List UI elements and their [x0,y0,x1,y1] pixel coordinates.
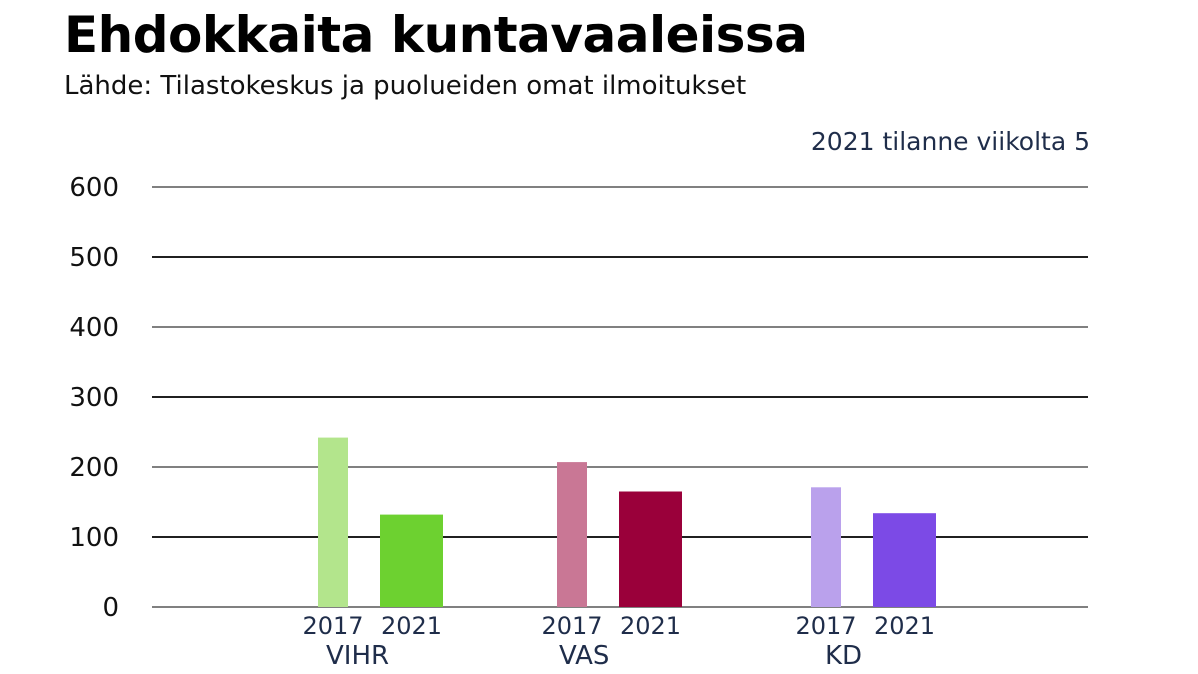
chart-source: Lähde: Tilastokeskus ja puolueiden omat … [64,71,747,101]
y-tick-label: 500 [69,243,119,273]
y-tick-label: 600 [69,173,119,203]
group-label-kd: KD [825,641,862,671]
bar-vas-2021 [619,491,682,607]
x-tick-label: 2021 [381,612,442,640]
y-tick-label: 100 [69,523,119,553]
gridlines [152,186,1088,608]
bar-vihr-2021 [380,514,443,607]
y-tick-label: 0 [102,593,119,623]
bar-vas-2017 [557,462,587,607]
x-tick-label: 2017 [541,612,602,640]
group-label-vas: VAS [559,641,609,671]
x-tick-label: 2021 [874,612,935,640]
bar-vihr-2017 [318,437,348,607]
y-tick-label: 200 [69,453,119,483]
bar-kd-2017 [811,487,841,607]
group-label-vihr: VIHR [326,641,389,671]
y-tick-label: 400 [69,313,119,343]
y-tick-label: 300 [69,383,119,413]
x-tick-label: 2021 [620,612,681,640]
bars [318,437,936,607]
chart-annotation: 2021 tilanne viikolta 5 [811,127,1090,156]
bar-kd-2021 [873,513,936,607]
x-tick-label: 2017 [795,612,856,640]
y-axis-ticks: 0 100 200 300 400 500 600 [69,173,119,623]
x-tick-label: 2017 [302,612,363,640]
chart-title: Ehdokkaita kuntavaaleissa [64,6,808,64]
